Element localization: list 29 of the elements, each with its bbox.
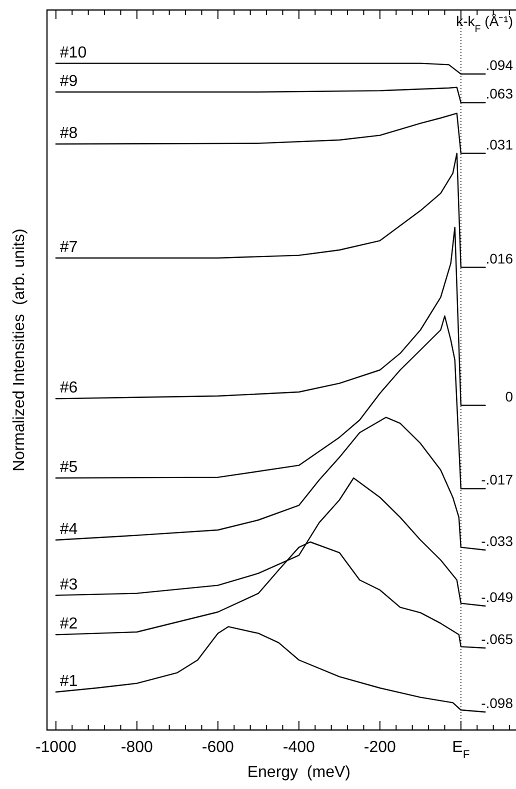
series-label: #5 [60,459,78,476]
x-tick-label: -1000 [35,739,76,756]
series-label: #9 [60,73,78,90]
text: k-k$_{F}$ (Å⁻¹) [456,13,513,34]
annotation: -.017 [481,472,514,488]
annotation: -.033 [481,533,514,549]
annotation: -.049 [481,589,514,605]
x-tick-label: -600 [202,739,234,756]
series-label: #7 [60,239,78,256]
annotation: -.065 [481,631,514,647]
series-label: #3 [60,576,78,594]
x-axis-title: Energy (meV) [247,764,350,781]
annotation: .063 [486,86,514,102]
series-label: #8 [60,125,78,142]
series-label: #4 [60,521,78,538]
y-axis-title: Normalized Intensities (arb. units) [11,228,28,472]
x-tick-label: -200 [364,739,396,756]
series-label: #10 [60,44,87,62]
x-tick-label: -800 [120,739,154,756]
series-label: #6 [60,380,78,397]
annotation: .016 [486,250,514,266]
series-label: #1 [60,673,78,690]
annotation: -.098 [481,695,514,711]
annotation: 0 [505,388,514,404]
series-label: #2 [60,616,78,633]
x-tick-label: -400 [282,739,316,756]
x-tick-label: E$_{F}$ [452,739,470,761]
annotation: .031 [486,136,514,152]
annotation: .094 [486,57,514,73]
